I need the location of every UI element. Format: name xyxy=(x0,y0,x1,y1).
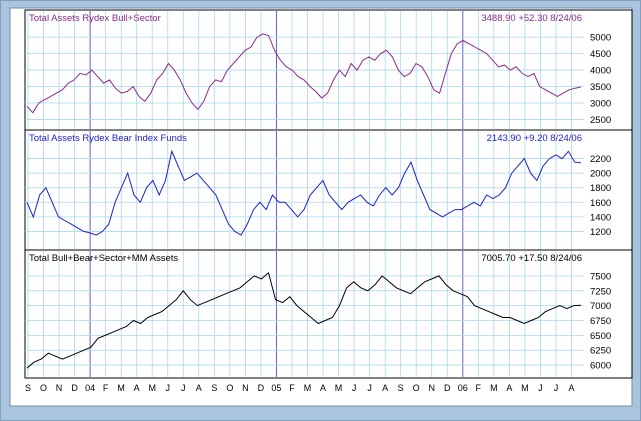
x-tick-label: J xyxy=(352,383,357,393)
panel-bear: 1200 1400 1600 1800 2000 2200 Total Assets Ryd… xyxy=(24,129,633,251)
x-tick-label: A xyxy=(320,383,326,393)
x-tick-label: M xyxy=(304,383,312,393)
x-axis: S O N D 04 F M A M J J A S O N D 05 F M A M J J A S O N D 06 F M A M J J A xyxy=(25,383,574,393)
x-tick-label: J xyxy=(181,383,186,393)
x-tick-label: A xyxy=(196,383,202,393)
x-tick-label: A xyxy=(506,383,512,393)
x-tick-label: S xyxy=(398,383,404,393)
y-tick-label: 4500 xyxy=(590,49,611,60)
y-tick-label: 4000 xyxy=(590,66,611,77)
series-line-bull xyxy=(26,33,582,114)
y-tick-label: 7000 xyxy=(590,301,611,312)
x-tick-label: A xyxy=(568,383,574,393)
x-tick-label: N xyxy=(428,383,435,393)
x-tick-label: S xyxy=(211,383,217,393)
x-tick-label: N xyxy=(56,383,63,393)
last-value-readout: 2143.90 +9.20 8/24/06 xyxy=(487,133,582,144)
y-tick-label: 6000 xyxy=(590,361,611,372)
y-tick-label: 3000 xyxy=(590,98,611,109)
x-tick-label: D xyxy=(71,383,78,393)
y-tick-label: 6250 xyxy=(590,346,611,357)
y-tick-label: 3500 xyxy=(590,82,611,93)
x-tick-label: 06 xyxy=(458,383,468,393)
y-tick-label: 6750 xyxy=(590,316,611,327)
panel-title: Total Bull+Bear+Sector+MM Assets xyxy=(29,253,178,264)
y-tick-label: 1800 xyxy=(590,183,611,194)
series-line-bear xyxy=(26,149,582,236)
x-tick-label: M xyxy=(521,383,529,393)
x-tick-label: F xyxy=(476,383,482,393)
panel-title: Total Assets Rydex Bear Index Funds xyxy=(29,133,187,144)
x-tick-label: S xyxy=(25,383,31,393)
x-tick-label: 04 xyxy=(85,383,95,393)
y-tick-label: 1600 xyxy=(590,198,611,209)
x-tick-label: A xyxy=(382,383,388,393)
x-tick-label: J xyxy=(554,383,559,393)
panel-total: 6000 6250 6500 6750 7000 7250 7500 Total Bull+B… xyxy=(24,249,633,379)
y-tick-label: 2200 xyxy=(590,154,611,165)
x-tick-label: M xyxy=(117,383,125,393)
x-tick-label: M xyxy=(490,383,498,393)
x-tick-label: O xyxy=(226,383,233,393)
panel-bull: 2500 3000 3500 4000 4500 5000 Total Assets Ryd… xyxy=(24,9,633,131)
panel-box xyxy=(24,129,633,251)
x-tick-label: N xyxy=(242,383,249,393)
last-value-readout: 3488.90 +52.30 8/24/06 xyxy=(481,13,582,24)
y-tick-label: 7250 xyxy=(590,286,611,297)
x-tick-label: F xyxy=(103,383,109,393)
x-tick-label: M xyxy=(335,383,343,393)
panel-box xyxy=(24,249,633,379)
x-tick-label: O xyxy=(40,383,47,393)
x-tick-label: F xyxy=(289,383,295,393)
last-value-readout: 7005.70 +17.50 8/24/06 xyxy=(481,253,582,264)
x-tick-label: A xyxy=(134,383,140,393)
series-line-total xyxy=(26,272,582,369)
y-tick-label: 1400 xyxy=(590,212,611,223)
x-tick-label: 05 xyxy=(271,383,281,393)
panel-title: Total Assets Rydex Bull+Sector xyxy=(29,13,161,24)
y-tick-label: 7500 xyxy=(590,271,611,282)
y-tick-label: 5000 xyxy=(590,33,611,44)
x-tick-label: O xyxy=(413,383,420,393)
x-tick-label: J xyxy=(166,383,171,393)
y-tick-label: 1200 xyxy=(590,227,611,238)
y-tick-label: 6500 xyxy=(590,331,611,342)
y-tick-label: 2000 xyxy=(590,169,611,180)
x-tick-label: J xyxy=(367,383,372,393)
x-tick-label: D xyxy=(444,383,451,393)
x-tick-label: J xyxy=(538,383,543,393)
x-tick-label: D xyxy=(258,383,265,393)
y-tick-label: 2500 xyxy=(590,115,611,126)
x-tick-label: M xyxy=(148,383,156,393)
